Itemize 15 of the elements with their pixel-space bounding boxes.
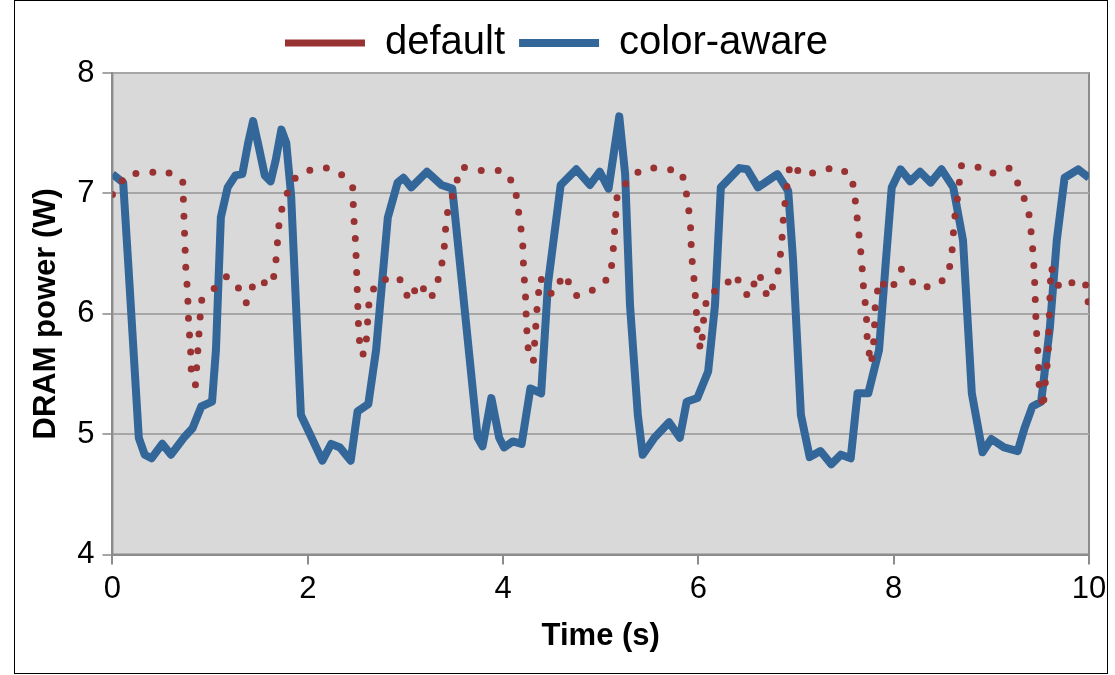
x-axis-title: Time (s) <box>541 616 660 652</box>
x-tick-label: 4 <box>494 569 512 605</box>
legend-label: color-aware <box>619 18 829 63</box>
x-tick-label: 2 <box>299 569 317 605</box>
x-tick-label: 6 <box>689 569 707 605</box>
y-tick-label: 8 <box>77 53 95 89</box>
y-tick-label: 6 <box>77 294 95 330</box>
x-tick-label: 10 <box>1071 569 1107 605</box>
legend-label: default <box>384 18 506 63</box>
x-tick-label: 8 <box>885 569 903 605</box>
y-tick-label: 4 <box>77 535 95 571</box>
x-tick-label: 0 <box>103 569 122 605</box>
y-axis-title: DRAM power (W) <box>27 188 63 440</box>
y-tick-label: 7 <box>77 173 95 209</box>
y-tick-label: 5 <box>77 414 95 450</box>
